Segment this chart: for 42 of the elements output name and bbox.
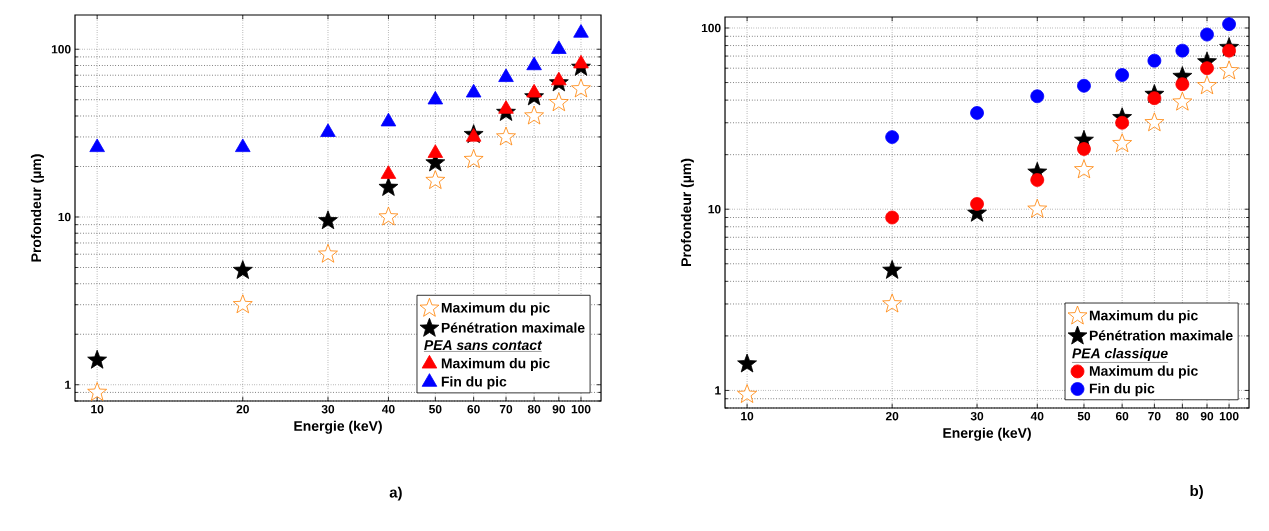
legend-title: PEA classique <box>1072 348 1168 362</box>
legend-label: Maximum du pic <box>1089 365 1198 379</box>
x-tick-label: 80 <box>1176 411 1189 421</box>
x-tick-label: 60 <box>467 404 480 414</box>
x-tick-label: 30 <box>321 404 335 414</box>
x-tick-label: 90 <box>552 404 565 414</box>
text: b) <box>1190 485 1203 500</box>
x-tick-label: 100 <box>1219 411 1239 421</box>
legend-title: PEA sans contact <box>424 340 543 351</box>
x-tick-label: 50 <box>429 404 442 414</box>
y-tick-label: 100 <box>51 45 71 54</box>
legend-label: Maximum du pic <box>441 302 550 316</box>
x-tick-label: 70 <box>1148 411 1161 421</box>
y-tick-label: 1 <box>715 386 721 395</box>
x-tick-label: 70 <box>499 404 513 414</box>
x-tick-label: 30 <box>970 411 984 421</box>
y-tick-label: 10 <box>58 212 71 222</box>
legend-label: Fin du pic <box>1089 383 1155 397</box>
x-tick-label: 10 <box>91 404 104 414</box>
x-tick-label: 20 <box>885 411 899 421</box>
text: a) <box>389 486 402 501</box>
x-tick-label: 20 <box>236 404 249 414</box>
x-tick-label: 60 <box>1115 411 1129 421</box>
y-tick-label: 10 <box>708 204 721 214</box>
x-axis-title: Energie (keV) <box>294 420 382 434</box>
y-tick-label: 100 <box>701 23 721 33</box>
x-axis-title: Energie (keV) <box>943 427 1031 441</box>
x-tick-label: 50 <box>1077 411 1091 421</box>
y-tick-label: 1 <box>65 380 71 389</box>
x-tick-label: 100 <box>571 404 591 414</box>
x-tick-label: 80 <box>527 404 541 414</box>
legend-label: Pénétration maximale <box>441 322 585 333</box>
legend-label: Fin du pic <box>441 376 507 390</box>
legend-label: Maximum du pic <box>1089 310 1198 324</box>
x-tick-label: 90 <box>1200 411 1214 421</box>
x-tick-label: 10 <box>741 411 754 421</box>
x-tick-label: 40 <box>381 404 395 414</box>
x-tick-label: 40 <box>1030 411 1044 421</box>
legend-label: Pénétration maximale <box>1089 330 1233 341</box>
legend-label: Maximum du pic <box>441 358 550 372</box>
y-axis-title: Profondeur (µm) <box>680 158 694 266</box>
y-axis-title: Profondeur (µm) <box>30 154 44 262</box>
